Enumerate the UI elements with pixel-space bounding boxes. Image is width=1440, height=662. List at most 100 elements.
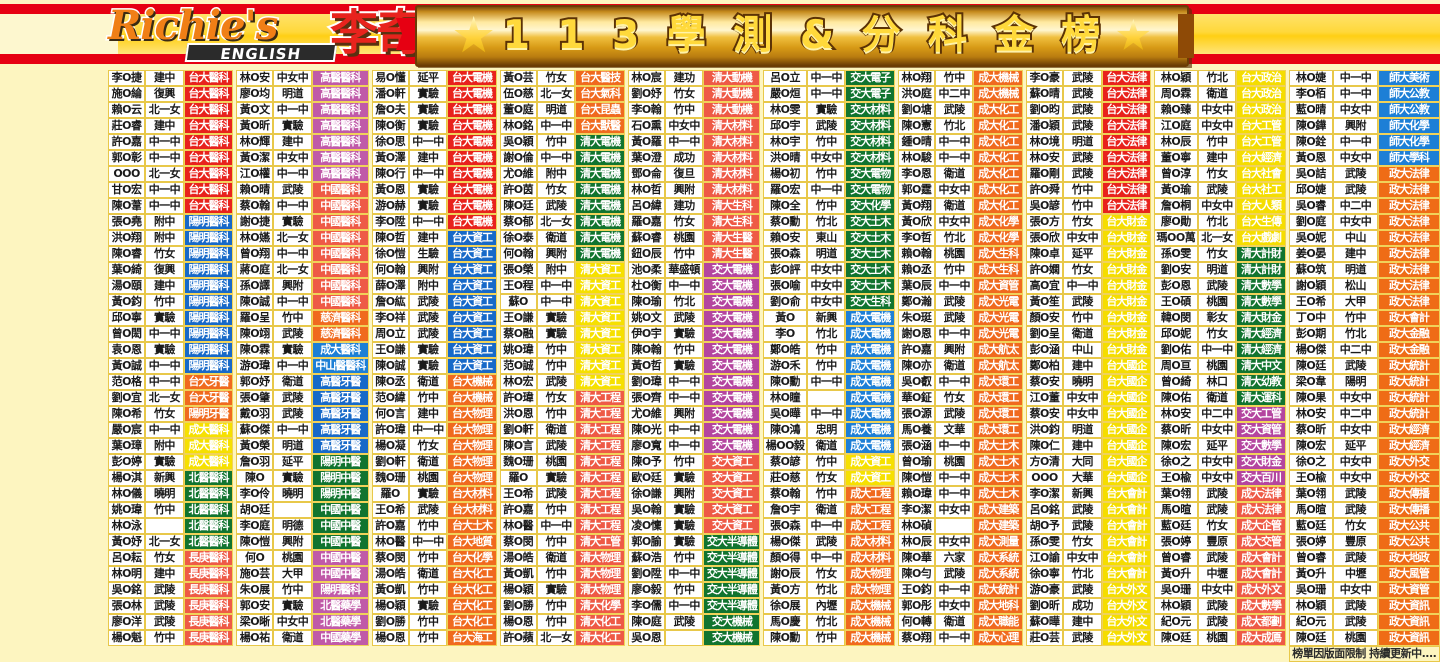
cell-student-name: 朱O珽 [897, 310, 936, 326]
cell-student-name: 王O程 [499, 278, 537, 294]
cell-high-school: 興附 [1333, 118, 1378, 134]
cell-department: 北醫醫科 [183, 470, 234, 486]
cell-high-school: 中女中 [273, 150, 312, 166]
cell-high-school: 武陵 [1063, 118, 1102, 134]
cell-high-school: 中女中 [806, 294, 846, 310]
cell-department: 交大資工 [703, 518, 761, 534]
cell-student-name: 吳O詰 [1288, 166, 1334, 182]
cell-high-school: 竹女 [1197, 246, 1237, 262]
cell-department: 政大統計 [1377, 406, 1440, 422]
cell-high-school: 實驗 [408, 118, 448, 134]
cell-student-name: 林O辰 [897, 534, 936, 550]
cell-department: 中國醫科 [311, 262, 369, 278]
cell-high-school [145, 518, 184, 534]
cell-department: 交大電機 [703, 358, 761, 374]
cell-high-school: 竹北 [1197, 214, 1237, 230]
cell-high-school: 林口 [1197, 374, 1237, 390]
cell-department: 台大國企 [1101, 438, 1152, 454]
cell-department: 成大電機 [845, 406, 896, 422]
cell-student-name: 嚴O烜 [763, 86, 807, 102]
cell-department: 交大電機 [703, 278, 761, 294]
cell-department: 成大電機 [845, 310, 896, 326]
cell-department: 交大電機 [703, 342, 761, 358]
cell-department: 政大會計 [1377, 310, 1440, 326]
cell-department: 台大牙醫 [183, 390, 234, 406]
cell-department: 中國醫科 [311, 278, 369, 294]
cell-high-school: 竹中 [536, 598, 576, 614]
cell-department: 中國中醫 [311, 550, 369, 566]
cell-high-school: 成功 [664, 150, 704, 166]
cell-high-school: 文華 [935, 422, 974, 438]
cell-high-school: 武陵 [408, 294, 448, 310]
cell-department: 清大計財 [1236, 262, 1286, 278]
cell-student-name: 陳O勻 [897, 566, 936, 582]
cell-department: 台大醫科 [183, 182, 234, 198]
cell-department: 中國醫科 [311, 230, 369, 246]
cell-student-name: 黃O [763, 310, 807, 326]
cell-high-school: 武陵 [1197, 502, 1237, 518]
cell-high-school: 建中 [145, 70, 184, 86]
cell-high-school: 武陵 [664, 614, 704, 630]
cell-department: 陽明醫科 [183, 310, 234, 326]
cell-high-school: 竹中 [536, 566, 576, 582]
cell-high-school: 六家 [935, 550, 974, 566]
cell-student-name: 許O嘉 [897, 342, 936, 358]
cell-department: 台大財金 [1101, 294, 1152, 310]
cell-high-school: 陽明 [1333, 374, 1378, 390]
cell-department: 成大心理 [973, 630, 1024, 646]
cell-department: 清大財金 [1236, 310, 1286, 326]
cell-student-name: 劉O軒 [371, 454, 409, 470]
cell-student-name: 吳O珊 [1288, 582, 1334, 598]
cell-high-school: 實驗 [408, 598, 448, 614]
banner-left-panel [0, 14, 118, 54]
cell-department: 台大材料 [447, 502, 497, 518]
cell-high-school: 延平 [1333, 438, 1378, 454]
cell-student-name: 吳O睿 [1288, 198, 1334, 214]
cell-department: 清大動機 [703, 70, 761, 86]
cell-high-school: 桃園 [664, 230, 704, 246]
cell-department: 台大法律 [1101, 70, 1152, 86]
cell-high-school: 中女中 [1063, 230, 1102, 246]
cell-student-name: 呂O銘 [1025, 502, 1064, 518]
cell-high-school: 中二中 [1333, 406, 1378, 422]
cell-high-school: 中一中 [664, 278, 704, 294]
cell-high-school: 豐原 [1333, 534, 1378, 550]
cell-department: 長庚醫科 [183, 598, 234, 614]
cell-high-school: 實驗 [408, 198, 448, 214]
cell-student-name: 蔡O翔 [897, 630, 936, 646]
cell-high-school: 北一女 [536, 630, 576, 646]
cell-high-school: 大同 [1063, 454, 1102, 470]
cell-high-school: 竹中 [806, 454, 846, 470]
cell-department: 師大學科 [1377, 150, 1440, 166]
cell-high-school: 中女中 [935, 598, 974, 614]
table-row: 黃O妤 北一女 北醫醫科 陳O愷 興附 中國中醫 林O醫 中一中 台大地質 蔡O閔 竹中 清大工管 郭O… [108, 534, 1440, 550]
cell-student-name: 李O栢 [1288, 86, 1334, 102]
cell-department: 台大化工 [447, 614, 497, 630]
cell-student-name: 姚O瑋 [108, 502, 146, 518]
cell-student-name: 陳O華 [897, 550, 936, 566]
cell-department: 成大數學 [1236, 598, 1286, 614]
cell-department: 台大會計 [1101, 550, 1152, 566]
cell-department: 交大電機 [703, 374, 761, 390]
cell-department: 清大電機 [575, 150, 625, 166]
cell-department: 成大化工 [973, 182, 1024, 198]
cell-high-school: 明德 [273, 518, 312, 534]
cell-department: 台大電機 [447, 134, 497, 150]
cell-high-school: 北一女 [145, 102, 184, 118]
cell-high-school: 興附 [664, 182, 704, 198]
cell-department: 成大化學 [973, 214, 1024, 230]
cell-high-school: 竹中 [1063, 182, 1102, 198]
cell-department: 成大化學 [973, 230, 1024, 246]
cell-student-name: 黃O恩 [1288, 150, 1334, 166]
brand-logo[interactable]: Richie's ENGLISH 李奇英文 [107, 2, 519, 64]
cell-department: 台大社會 [1236, 166, 1286, 182]
cell-student-name: 曾O睿 [1153, 550, 1198, 566]
cell-student-name: 林O安 [236, 70, 274, 86]
cell-high-school: 興附 [664, 406, 704, 422]
cell-student-name: 楊O傑 [1288, 342, 1334, 358]
cell-high-school: 武陵 [536, 374, 576, 390]
cell-high-school: 武陵 [408, 502, 448, 518]
cell-high-school: 衛道 [536, 422, 576, 438]
cell-high-school: 武陵 [1063, 630, 1102, 646]
cell-student-name: 陳O宏 [1288, 438, 1334, 454]
